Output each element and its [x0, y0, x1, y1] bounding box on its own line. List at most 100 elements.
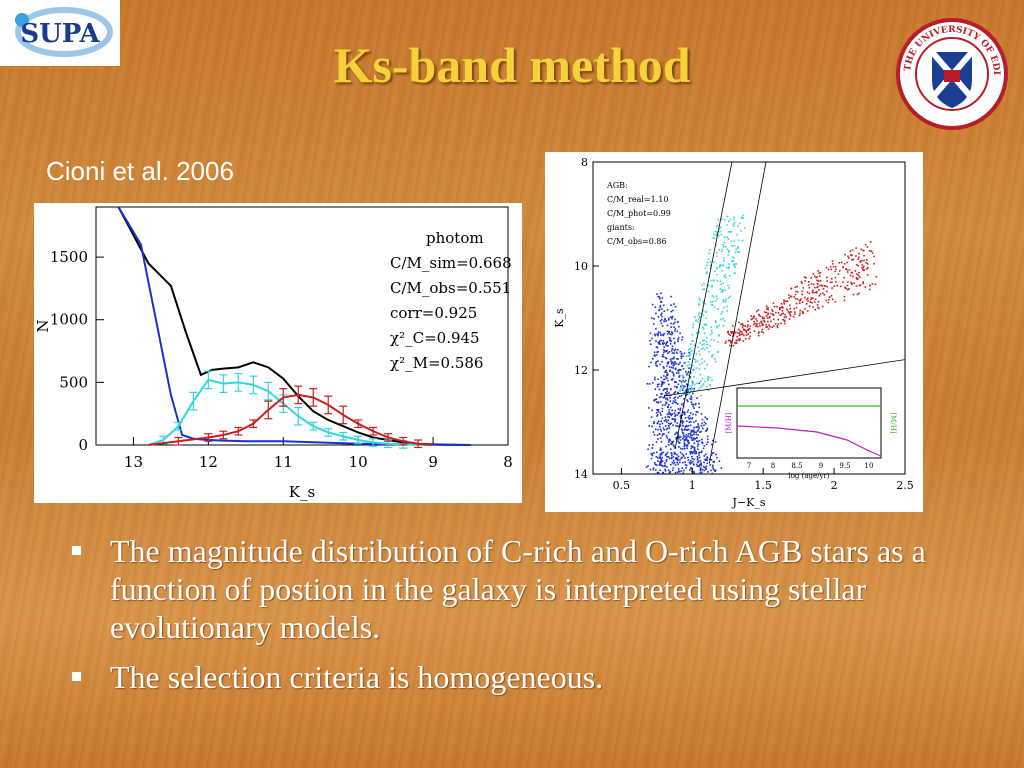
data-point [670, 331, 673, 333]
data-point [698, 353, 701, 356]
data-point [780, 303, 783, 305]
data-point [696, 440, 698, 442]
data-point [694, 358, 697, 361]
data-point [725, 266, 728, 269]
data-point [689, 412, 692, 414]
data-point [686, 372, 689, 374]
data-point [661, 297, 664, 299]
data-point [753, 330, 756, 332]
data-point [667, 419, 670, 422]
data-point [722, 300, 724, 303]
data-point [704, 458, 706, 461]
data-point [677, 320, 679, 323]
data-point [714, 360, 717, 363]
data-point [688, 354, 691, 356]
data-point [740, 230, 742, 232]
data-point [664, 404, 666, 406]
data-point [713, 469, 716, 471]
data-point [875, 275, 878, 278]
data-point [865, 268, 868, 270]
data-point [671, 345, 674, 348]
data-point [654, 306, 657, 308]
data-point [827, 298, 830, 301]
data-point [657, 360, 659, 362]
data-point [691, 417, 694, 419]
data-point [664, 397, 667, 400]
data-point [682, 434, 685, 437]
data-point [687, 433, 690, 435]
data-point [782, 306, 784, 309]
data-point [652, 323, 655, 325]
data-point [727, 238, 730, 240]
data-point [674, 328, 677, 330]
data-point [682, 376, 685, 379]
data-point [675, 372, 678, 374]
data-point [668, 441, 670, 443]
data-point [788, 311, 790, 314]
data-point [681, 467, 684, 469]
data-point [661, 460, 664, 462]
histogram-annotation: χ²_M=0.586 [390, 354, 483, 372]
data-point [661, 315, 663, 318]
data-point [780, 306, 783, 309]
data-point [796, 285, 798, 288]
data-point [688, 469, 691, 471]
data-point [660, 339, 663, 342]
data-point [801, 293, 803, 296]
data-point [673, 445, 675, 448]
data-point [672, 456, 675, 458]
data-point [666, 324, 669, 327]
data-point [702, 347, 704, 349]
data-point [812, 273, 814, 275]
selection-line [674, 161, 733, 449]
data-point [657, 383, 660, 386]
data-point [731, 260, 733, 262]
data-point [706, 336, 708, 339]
data-point [670, 304, 672, 306]
data-point [738, 321, 740, 324]
data-point [681, 336, 684, 338]
data-point [806, 291, 809, 293]
data-point [711, 464, 714, 467]
data-point [739, 330, 742, 332]
data-point [871, 252, 874, 254]
data-point [666, 398, 669, 401]
data-point [864, 243, 867, 246]
data-point [677, 468, 680, 470]
data-point [738, 339, 741, 342]
data-point [686, 365, 689, 367]
data-point [687, 456, 689, 459]
data-point [692, 429, 695, 432]
data-point [681, 456, 684, 459]
data-point [712, 354, 714, 356]
data-point [727, 254, 730, 256]
data-point [710, 458, 713, 461]
data-point [736, 331, 739, 334]
data-point [695, 420, 697, 422]
data-point [671, 332, 674, 334]
data-point [803, 276, 806, 278]
data-point [704, 416, 707, 418]
data-point [669, 358, 672, 361]
data-point [674, 414, 677, 416]
data-point [678, 379, 681, 382]
data-point [674, 318, 676, 321]
data-point [818, 272, 821, 274]
data-point [661, 456, 664, 459]
data-point [686, 439, 688, 441]
data-point [677, 336, 680, 339]
data-point [734, 251, 737, 254]
data-point [690, 396, 693, 399]
data-point [795, 302, 798, 305]
data-point [826, 280, 828, 282]
data-point [695, 431, 698, 433]
supa-logo-text: SUPA [20, 19, 100, 49]
data-point [721, 288, 723, 291]
data-point [672, 357, 675, 360]
y-tick-label: 8 [581, 156, 588, 169]
data-point [702, 309, 705, 312]
data-point [807, 297, 809, 300]
data-point [656, 471, 659, 474]
data-point [678, 411, 681, 414]
data-point [701, 438, 703, 441]
